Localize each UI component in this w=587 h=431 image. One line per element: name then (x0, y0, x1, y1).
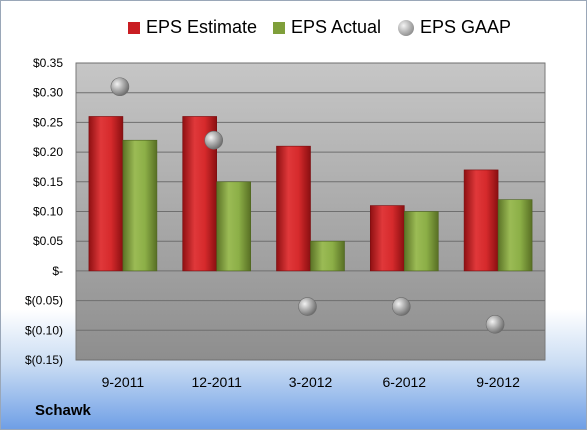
bar-eps-estimate (276, 145, 311, 272)
legend-label-actual: EPS Actual (291, 17, 382, 37)
bar-eps-estimate (88, 116, 124, 272)
legend-marker-gaap (398, 19, 414, 36)
y-tick-label: $(0.15) (25, 353, 63, 367)
x-tick-label: 3-2012 (289, 374, 333, 390)
bar-eps-estimate (369, 205, 405, 272)
point-eps-gaap (204, 130, 223, 150)
y-tick-label: $(0.05) (25, 294, 63, 308)
x-tick-label: 6-2012 (383, 374, 427, 390)
bar-eps-actual (497, 199, 533, 272)
point-eps-gaap (298, 297, 317, 316)
bar-eps-actual (403, 211, 439, 272)
x-tick-label: 12-2011 (192, 374, 243, 390)
company-name: Schawk (35, 402, 91, 419)
bar-eps-estimate (463, 169, 499, 272)
legend-item-eps-actual: EPS Actual (273, 17, 381, 38)
legend-swatch-estimate (128, 21, 140, 34)
bar-eps-actual (216, 181, 251, 272)
y-tick-label: $0.10 (33, 205, 63, 219)
y-tick-label: $0.15 (33, 175, 63, 189)
bar-eps-actual (122, 139, 158, 272)
point-eps-gaap (391, 297, 411, 316)
y-tick-label: $0.20 (33, 145, 63, 159)
y-tick-label: $0.35 (33, 56, 63, 70)
point-eps-gaap (110, 77, 130, 97)
legend-label-estimate: EPS Estimate (146, 17, 258, 37)
legend-swatch-actual (273, 21, 285, 34)
y-tick-label: $- (52, 264, 63, 278)
y-tick-label: $0.30 (33, 86, 63, 100)
legend-item-eps-gaap: EPS GAAP (398, 17, 511, 38)
x-tick-label: 9-2012 (476, 374, 520, 390)
legend-item-eps-estimate: EPS Estimate (128, 17, 257, 38)
y-tick-label: $0.05 (33, 234, 63, 248)
point-eps-gaap (485, 315, 505, 334)
y-tick-label: $0.25 (33, 115, 63, 129)
legend-label-gaap: EPS GAAP (420, 17, 512, 37)
legend: EPS Estimate EPS Actual EPS GAAP (1, 17, 587, 43)
x-tick-label: 9-2011 (102, 374, 145, 390)
y-tick-label: $(0.10) (25, 323, 63, 337)
bar-eps-actual (310, 240, 345, 272)
